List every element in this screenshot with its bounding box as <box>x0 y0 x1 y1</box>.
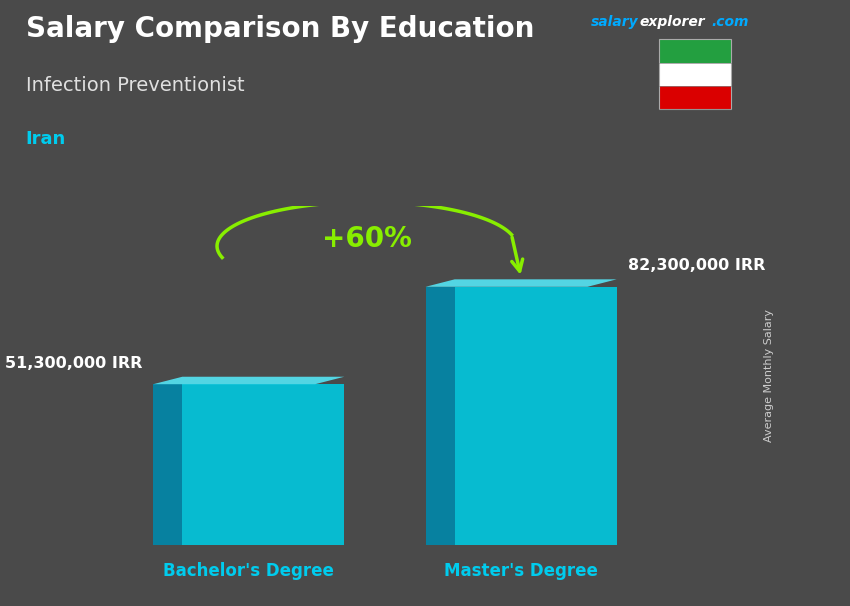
Text: ⊕: ⊕ <box>691 81 699 91</box>
Text: 82,300,000 IRR: 82,300,000 IRR <box>627 258 765 273</box>
Text: salary: salary <box>591 15 638 29</box>
Text: Iran: Iran <box>26 130 65 148</box>
Polygon shape <box>153 377 344 384</box>
Text: Salary Comparison By Education: Salary Comparison By Education <box>26 15 534 43</box>
Polygon shape <box>455 287 616 545</box>
Text: Bachelor's Degree: Bachelor's Degree <box>163 562 334 581</box>
Text: Average Monthly Salary: Average Monthly Salary <box>763 309 774 442</box>
Text: Infection Preventionist: Infection Preventionist <box>26 76 244 95</box>
Text: .com: .com <box>711 15 749 29</box>
Text: +60%: +60% <box>322 225 411 253</box>
Polygon shape <box>153 384 183 545</box>
Text: 51,300,000 IRR: 51,300,000 IRR <box>5 356 142 371</box>
Text: explorer: explorer <box>639 15 705 29</box>
Polygon shape <box>426 287 455 545</box>
Polygon shape <box>426 279 616 287</box>
Text: Master's Degree: Master's Degree <box>445 562 598 581</box>
Polygon shape <box>183 384 344 545</box>
